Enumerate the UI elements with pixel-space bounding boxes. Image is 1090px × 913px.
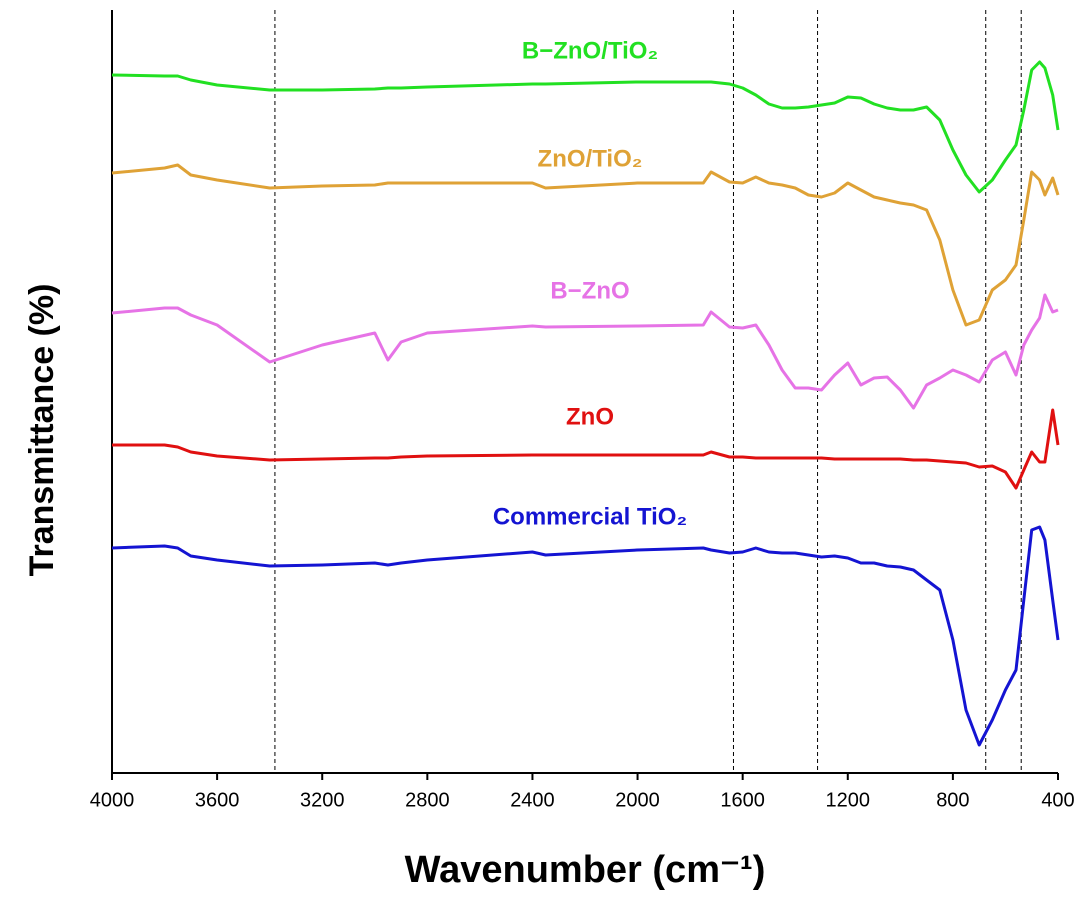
series-label: Commercial TiO₂	[493, 503, 687, 530]
y-axis-title: Transmittance (%)	[23, 284, 61, 577]
x-tick-label: 1200	[826, 789, 871, 811]
series-label: ZnO/TiO₂	[538, 145, 643, 172]
series-label: B−ZnO/TiO₂	[522, 37, 658, 64]
x-tick-label: 1600	[720, 789, 765, 811]
x-tick-label: 400	[1041, 789, 1074, 811]
x-tick-label: 2800	[405, 789, 450, 811]
series-label: B−ZnO	[550, 277, 629, 304]
x-tick-label: 4000	[90, 789, 135, 811]
series-label: ZnO	[566, 403, 614, 430]
spectrum-line	[112, 408, 1060, 490]
spectrum-line	[111, 293, 1059, 410]
x-tick-label: 2400	[510, 789, 555, 811]
spectrum-line	[111, 163, 1060, 327]
spectrum-line	[111, 60, 1060, 194]
x-tick-label: 3600	[195, 789, 240, 811]
x-axis-title: Wavenumber (cm⁻¹)	[405, 849, 766, 891]
x-tick-label: 2000	[615, 789, 660, 811]
spectrum-line	[111, 525, 1060, 747]
x-tick-label: 3200	[300, 789, 345, 811]
x-tick-label: 800	[936, 789, 969, 811]
